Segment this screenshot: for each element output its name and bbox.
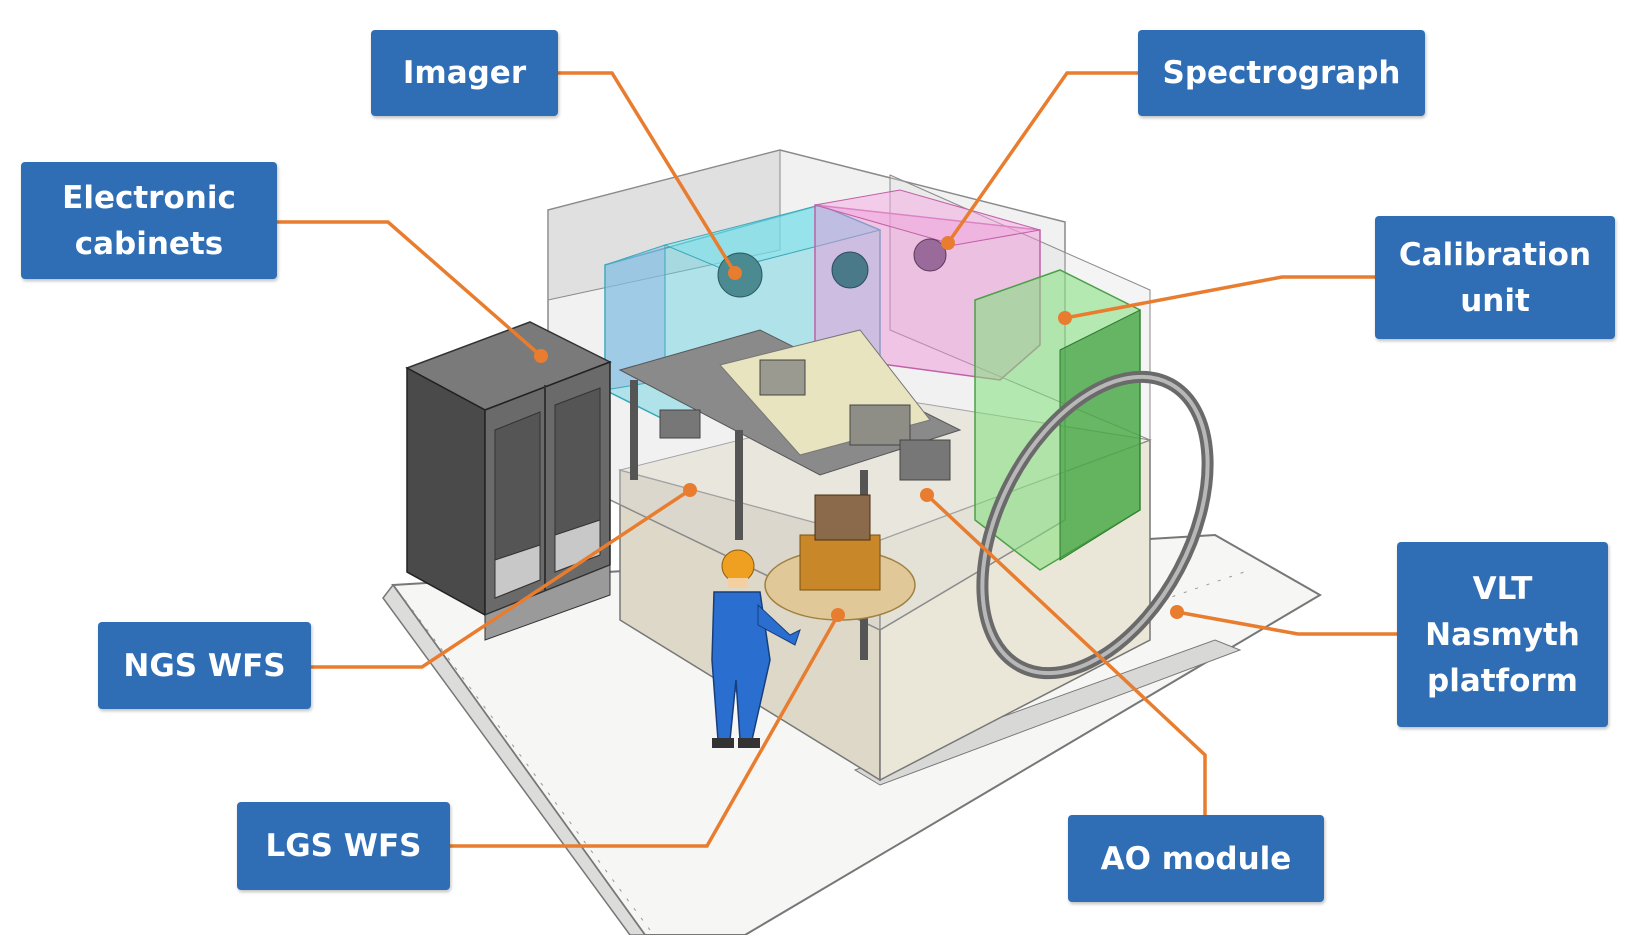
label-electronic-cabinets-line-2: cabinets [74, 225, 224, 262]
worker-figure [711, 549, 801, 748]
label-lgs-wfs: LGS WFS [237, 802, 450, 890]
label-electronic-cabinets: Electronic cabinets [21, 162, 277, 279]
optical-bench [618, 238, 962, 660]
label-spectrograph: Spectrograph [1138, 30, 1425, 116]
leader-lgs-wfs [450, 614, 840, 848]
electronic-cabinets [405, 321, 612, 641]
label-calibration-unit: Calibration unit [1375, 216, 1615, 339]
leader-electronic-cabinets [277, 220, 543, 358]
label-spectrograph-text: Spectrograph [1162, 55, 1401, 91]
label-vlt-platform-line-2: Nasmyth [1425, 616, 1580, 653]
label-vlt-platform-line-1: VLT [1472, 570, 1533, 607]
label-ao-module: AO module [1068, 815, 1324, 902]
leader-dots [534, 236, 1184, 622]
leader-vlt-platform [1176, 610, 1397, 636]
derotator-ring [976, 370, 1214, 680]
label-vlt-nasmyth-platform: VLT Nasmyth platform [1397, 542, 1608, 727]
label-lgs-wfs-text: LGS WFS [265, 828, 422, 864]
label-imager: Imager [371, 30, 558, 116]
label-imager-text: Imager [402, 55, 527, 91]
label-electronic-cabinets-line-1: Electronic [62, 179, 236, 216]
leader-calibration-unit [1064, 275, 1375, 320]
label-ngs-wfs-text: NGS WFS [123, 647, 286, 684]
label-calibration-unit-line-2: unit [1460, 282, 1530, 319]
leader-ao-module [925, 493, 1207, 815]
label-calibration-unit-line-1: Calibration [1398, 236, 1592, 273]
leader-spectrograph [946, 71, 1138, 245]
leader-ngs-wfs [311, 488, 691, 669]
leader-lines [277, 71, 1397, 848]
label-vlt-platform-line-3: platform [1427, 662, 1578, 699]
label-ngs-wfs: NGS WFS [98, 622, 311, 709]
label-ao-module-text: AO module [1100, 840, 1292, 877]
leader-imager [556, 71, 737, 274]
lgs-rotator [764, 494, 916, 621]
